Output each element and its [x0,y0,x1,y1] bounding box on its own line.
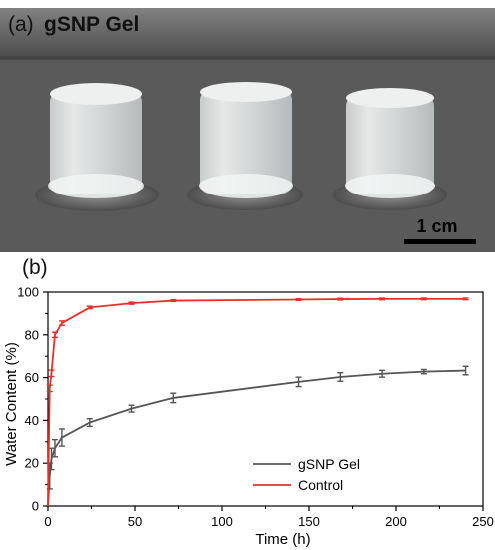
water-content-chart: (b) 0 50 100 150 200 250 0 20 40 60 80 100 gSNP Gel C… [3,256,494,548]
gel-photo-panel: (a) gSNP Gel 1 cm [0,0,495,252]
y-tick-label: 60 [25,370,39,385]
x-tick-label: 200 [385,514,407,529]
gel-cylinder-3 [333,88,447,210]
photo-wall [0,0,495,60]
scale-bar-label: 1 cm [416,216,457,236]
y-axis-title: Water Content (%) [3,342,20,466]
y-tick-label: 100 [17,285,39,300]
panel-b-label: (b) [22,256,48,279]
series-line-control [47,297,466,507]
legend-label: gSNP Gel [298,456,360,472]
x-tick-label: 50 [128,514,142,529]
x-tick-label: 250 [472,514,494,529]
plot-frame [47,291,484,507]
panel-a-title: gSNP Gel [44,13,139,36]
gel-cylinder-1 [35,83,159,211]
legend-label: Control [298,477,343,493]
gel-cylinder-2 [187,82,303,210]
panel-a-label: (a) [8,13,34,36]
y-tick-label: 20 [25,456,39,471]
x-axis-title: Time (h) [255,531,310,548]
y-tick-label: 0 [32,499,39,514]
y-tick-label: 40 [25,413,39,428]
photo-top-strip [0,0,495,8]
x-tick-label: 100 [211,514,233,529]
x-tick-label: 0 [44,514,51,529]
scale-bar [404,239,476,244]
y-tick-label: 80 [25,327,39,342]
x-tick-label: 150 [298,514,320,529]
